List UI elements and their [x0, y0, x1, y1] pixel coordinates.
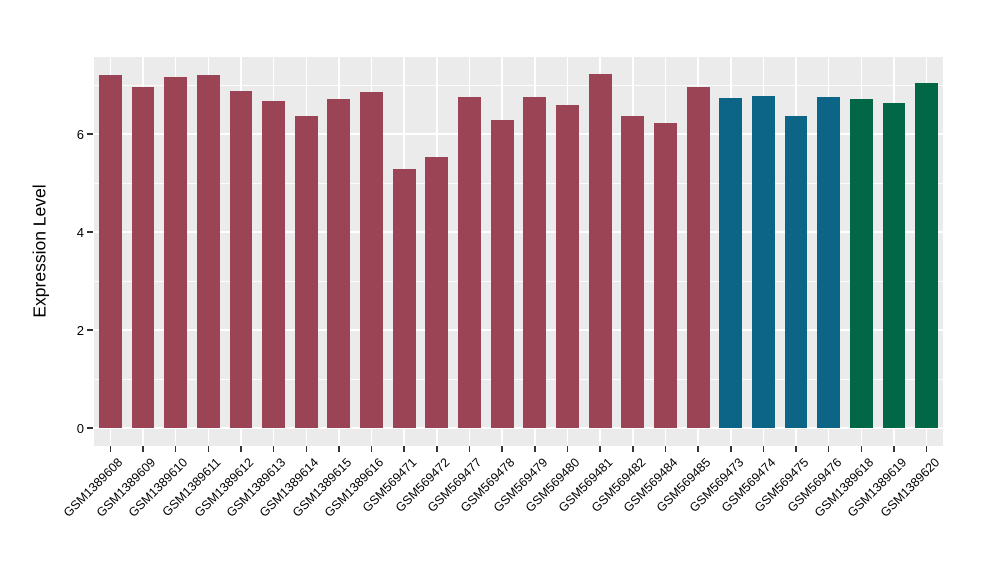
bar [196, 75, 220, 428]
x-tick-mark [403, 446, 405, 452]
x-tick-mark [860, 446, 863, 452]
x-tick-mark [534, 446, 536, 452]
major-gridline [94, 231, 943, 233]
plot-area [94, 57, 943, 446]
bar [98, 75, 122, 428]
bar [719, 98, 743, 428]
x-tick-mark [730, 446, 732, 452]
y-tick-mark [87, 427, 93, 429]
major-gridline [94, 427, 943, 429]
x-tick-mark [501, 446, 503, 452]
y-tick-label: 4 [76, 225, 84, 240]
x-tick-mark [925, 446, 928, 452]
bar [229, 91, 253, 428]
x-tick-mark [109, 446, 112, 452]
bar [556, 104, 579, 428]
minor-gridline [94, 280, 943, 282]
bar [360, 92, 383, 428]
major-gridline [94, 329, 943, 331]
x-tick-mark [795, 446, 797, 452]
bar [164, 77, 188, 428]
bar [588, 74, 612, 428]
bar [392, 168, 416, 428]
x-tick-mark [566, 446, 569, 452]
x-tick-mark [207, 446, 210, 452]
bar [817, 96, 841, 428]
x-tick-mark [338, 446, 340, 452]
bar [654, 123, 677, 428]
x-tick-mark [632, 446, 634, 452]
bar [262, 101, 285, 428]
bar [490, 119, 514, 428]
bar [327, 99, 351, 428]
x-tick-mark [827, 446, 830, 452]
bar [458, 96, 481, 428]
bar [784, 116, 808, 428]
x-tick-mark [370, 446, 373, 452]
x-tick-mark [893, 446, 895, 452]
minor-gridline [94, 378, 943, 380]
bar [686, 87, 710, 428]
bar [294, 116, 318, 428]
x-tick-mark [599, 446, 601, 452]
x-tick-mark [664, 446, 667, 452]
y-tick-mark [87, 231, 93, 233]
y-tick-label: 2 [76, 323, 84, 338]
y-axis-title: Expression Level [29, 184, 50, 318]
y-tick-label: 0 [76, 421, 84, 436]
x-tick-mark [762, 446, 765, 452]
bar [621, 115, 645, 428]
x-tick-mark [240, 446, 242, 452]
y-tick-mark [87, 133, 93, 135]
y-tick-label: 6 [76, 127, 84, 142]
bar [425, 156, 449, 428]
major-gridline [94, 133, 943, 135]
x-tick-mark [272, 446, 275, 452]
x-tick-mark [305, 446, 307, 452]
x-tick-mark [468, 446, 471, 452]
x-tick-mark [436, 446, 438, 452]
bar [751, 96, 775, 428]
y-tick-mark [87, 329, 93, 331]
x-tick-mark [697, 446, 699, 452]
x-tick-mark [142, 446, 144, 452]
bar [915, 83, 939, 428]
minor-gridline [94, 84, 943, 86]
bar [849, 99, 873, 428]
bar [523, 97, 547, 428]
bar [882, 102, 906, 428]
bar [131, 87, 155, 428]
x-tick-mark [174, 446, 177, 452]
minor-gridline [94, 182, 943, 184]
